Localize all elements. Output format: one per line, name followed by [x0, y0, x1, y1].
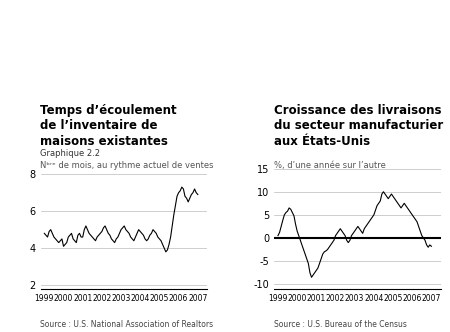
Text: Source : U.S. Bureau of the Census: Source : U.S. Bureau of the Census — [274, 320, 407, 329]
Text: Temps d’écoulement
de l’inventaire de
maisons existantes: Temps d’écoulement de l’inventaire de ma… — [40, 104, 177, 148]
Text: Croissance des livraisons
du secteur manufacturier
aux États-Unis: Croissance des livraisons du secteur man… — [274, 104, 443, 148]
Text: Source : U.S. National Association of Realtors: Source : U.S. National Association of Re… — [40, 320, 214, 329]
Text: Graphique 2.2: Graphique 2.2 — [40, 149, 100, 158]
Text: %, d’une année sur l’autre: %, d’une année sur l’autre — [274, 161, 386, 170]
Text: Nᵇʳᵉ de mois, au rythme actuel de ventes: Nᵇʳᵉ de mois, au rythme actuel de ventes — [40, 161, 214, 170]
